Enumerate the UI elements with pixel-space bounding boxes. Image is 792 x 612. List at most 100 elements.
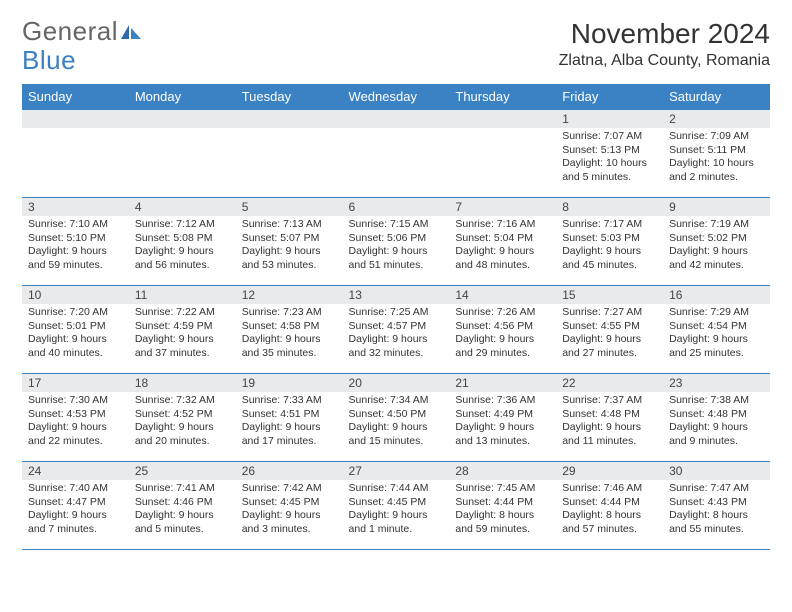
calendar-cell: 10Sunrise: 7:20 AMSunset: 5:01 PMDayligh… <box>22 286 129 374</box>
day-number: 19 <box>236 374 343 392</box>
day-number: 26 <box>236 462 343 480</box>
weekday-header: Tuesday <box>236 84 343 110</box>
sunset-text: Sunset: 5:07 PM <box>242 232 337 246</box>
day-details: Sunrise: 7:27 AMSunset: 4:55 PMDaylight:… <box>556 304 663 365</box>
day-number: 25 <box>129 462 236 480</box>
daylight-text: Daylight: 9 hours and 48 minutes. <box>455 245 550 272</box>
month-title: November 2024 <box>559 18 770 50</box>
calendar-cell: 11Sunrise: 7:22 AMSunset: 4:59 PMDayligh… <box>129 286 236 374</box>
day-details: Sunrise: 7:09 AMSunset: 5:11 PMDaylight:… <box>663 128 770 189</box>
sunset-text: Sunset: 4:49 PM <box>455 408 550 422</box>
weekday-header: Wednesday <box>343 84 450 110</box>
day-number: 8 <box>556 198 663 216</box>
daylight-text: Daylight: 9 hours and 32 minutes. <box>349 333 444 360</box>
calendar-cell: 1Sunrise: 7:07 AMSunset: 5:13 PMDaylight… <box>556 110 663 198</box>
calendar-cell: 28Sunrise: 7:45 AMSunset: 4:44 PMDayligh… <box>449 462 556 550</box>
calendar-cell: 23Sunrise: 7:38 AMSunset: 4:48 PMDayligh… <box>663 374 770 462</box>
sunrise-text: Sunrise: 7:23 AM <box>242 306 337 320</box>
sunrise-text: Sunrise: 7:40 AM <box>28 482 123 496</box>
calendar-cell: 27Sunrise: 7:44 AMSunset: 4:45 PMDayligh… <box>343 462 450 550</box>
sunrise-text: Sunrise: 7:25 AM <box>349 306 444 320</box>
daylight-text: Daylight: 9 hours and 9 minutes. <box>669 421 764 448</box>
day-number: 30 <box>663 462 770 480</box>
day-details: Sunrise: 7:17 AMSunset: 5:03 PMDaylight:… <box>556 216 663 277</box>
calendar-cell: 15Sunrise: 7:27 AMSunset: 4:55 PMDayligh… <box>556 286 663 374</box>
sunset-text: Sunset: 4:47 PM <box>28 496 123 510</box>
sunset-text: Sunset: 4:44 PM <box>455 496 550 510</box>
day-details: Sunrise: 7:20 AMSunset: 5:01 PMDaylight:… <box>22 304 129 365</box>
sunrise-text: Sunrise: 7:22 AM <box>135 306 230 320</box>
sunset-text: Sunset: 4:43 PM <box>669 496 764 510</box>
sunrise-text: Sunrise: 7:10 AM <box>28 218 123 232</box>
daylight-text: Daylight: 9 hours and 7 minutes. <box>28 509 123 536</box>
calendar-cell <box>236 110 343 198</box>
sunset-text: Sunset: 4:48 PM <box>562 408 657 422</box>
sunset-text: Sunset: 4:55 PM <box>562 320 657 334</box>
sunrise-text: Sunrise: 7:27 AM <box>562 306 657 320</box>
sunrise-text: Sunrise: 7:29 AM <box>669 306 764 320</box>
daylight-text: Daylight: 9 hours and 13 minutes. <box>455 421 550 448</box>
calendar-cell: 25Sunrise: 7:41 AMSunset: 4:46 PMDayligh… <box>129 462 236 550</box>
calendar-cell: 19Sunrise: 7:33 AMSunset: 4:51 PMDayligh… <box>236 374 343 462</box>
calendar-cell <box>129 110 236 198</box>
calendar-header-row: SundayMondayTuesdayWednesdayThursdayFrid… <box>22 84 770 110</box>
calendar-cell: 8Sunrise: 7:17 AMSunset: 5:03 PMDaylight… <box>556 198 663 286</box>
weekday-header: Saturday <box>663 84 770 110</box>
day-number: 4 <box>129 198 236 216</box>
sunset-text: Sunset: 5:13 PM <box>562 144 657 158</box>
day-details: Sunrise: 7:25 AMSunset: 4:57 PMDaylight:… <box>343 304 450 365</box>
day-details: Sunrise: 7:16 AMSunset: 5:04 PMDaylight:… <box>449 216 556 277</box>
daylight-text: Daylight: 9 hours and 27 minutes. <box>562 333 657 360</box>
sunset-text: Sunset: 4:57 PM <box>349 320 444 334</box>
sunrise-text: Sunrise: 7:20 AM <box>28 306 123 320</box>
day-details: Sunrise: 7:36 AMSunset: 4:49 PMDaylight:… <box>449 392 556 453</box>
sunrise-text: Sunrise: 7:16 AM <box>455 218 550 232</box>
calendar-cell: 22Sunrise: 7:37 AMSunset: 4:48 PMDayligh… <box>556 374 663 462</box>
calendar-cell: 9Sunrise: 7:19 AMSunset: 5:02 PMDaylight… <box>663 198 770 286</box>
sunrise-text: Sunrise: 7:19 AM <box>669 218 764 232</box>
sunset-text: Sunset: 4:54 PM <box>669 320 764 334</box>
day-details: Sunrise: 7:15 AMSunset: 5:06 PMDaylight:… <box>343 216 450 277</box>
sunrise-text: Sunrise: 7:44 AM <box>349 482 444 496</box>
daylight-text: Daylight: 9 hours and 1 minute. <box>349 509 444 536</box>
calendar-cell: 30Sunrise: 7:47 AMSunset: 4:43 PMDayligh… <box>663 462 770 550</box>
weekday-header: Friday <box>556 84 663 110</box>
calendar-cell: 24 Sunrise: 7:40 AMSunset: 4:47 PMDayligh… <box>22 462 129 550</box>
sunrise-text: Sunrise: 7:13 AM <box>242 218 337 232</box>
calendar-cell: 7Sunrise: 7:16 AMSunset: 5:04 PMDaylight… <box>449 198 556 286</box>
day-number: 5 <box>236 198 343 216</box>
logo-text-gray: General <box>22 16 118 46</box>
day-details: Sunrise: 7:42 AMSunset: 4:45 PMDaylight:… <box>236 480 343 541</box>
day-details: Sunrise: 7:41 AMSunset: 4:46 PMDaylight:… <box>129 480 236 541</box>
day-number: 24 <box>22 462 129 480</box>
day-number: 18 <box>129 374 236 392</box>
daylight-text: Daylight: 9 hours and 25 minutes. <box>669 333 764 360</box>
calendar-cell: 6Sunrise: 7:15 AMSunset: 5:06 PMDaylight… <box>343 198 450 286</box>
day-number: 23 <box>663 374 770 392</box>
sunrise-text: Sunrise: 7:15 AM <box>349 218 444 232</box>
day-details: Sunrise: 7:30 AMSunset: 4:53 PMDaylight:… <box>22 392 129 453</box>
calendar-cell: 5Sunrise: 7:13 AMSunset: 5:07 PMDaylight… <box>236 198 343 286</box>
calendar-cell: 17Sunrise: 7:30 AMSunset: 4:53 PMDayligh… <box>22 374 129 462</box>
sunset-text: Sunset: 5:02 PM <box>669 232 764 246</box>
day-number: 17 <box>22 374 129 392</box>
day-number: 9 <box>663 198 770 216</box>
sunset-text: Sunset: 4:45 PM <box>242 496 337 510</box>
weekday-header: Monday <box>129 84 236 110</box>
day-details: Sunrise: 7:44 AMSunset: 4:45 PMDaylight:… <box>343 480 450 541</box>
daylight-text: Daylight: 8 hours and 55 minutes. <box>669 509 764 536</box>
day-details: Sunrise: 7:45 AMSunset: 4:44 PMDaylight:… <box>449 480 556 541</box>
day-number: 6 <box>343 198 450 216</box>
sunset-text: Sunset: 5:08 PM <box>135 232 230 246</box>
day-number: 22 <box>556 374 663 392</box>
day-number: 20 <box>343 374 450 392</box>
day-number: 13 <box>343 286 450 304</box>
daylight-text: Daylight: 8 hours and 59 minutes. <box>455 509 550 536</box>
sunset-text: Sunset: 5:04 PM <box>455 232 550 246</box>
daylight-text: Daylight: 9 hours and 5 minutes. <box>135 509 230 536</box>
calendar-cell: 16Sunrise: 7:29 AMSunset: 4:54 PMDayligh… <box>663 286 770 374</box>
day-number: 7 <box>449 198 556 216</box>
day-number: 15 <box>556 286 663 304</box>
daylight-text: Daylight: 9 hours and 29 minutes. <box>455 333 550 360</box>
calendar-cell: 3Sunrise: 7:10 AMSunset: 5:10 PMDaylight… <box>22 198 129 286</box>
